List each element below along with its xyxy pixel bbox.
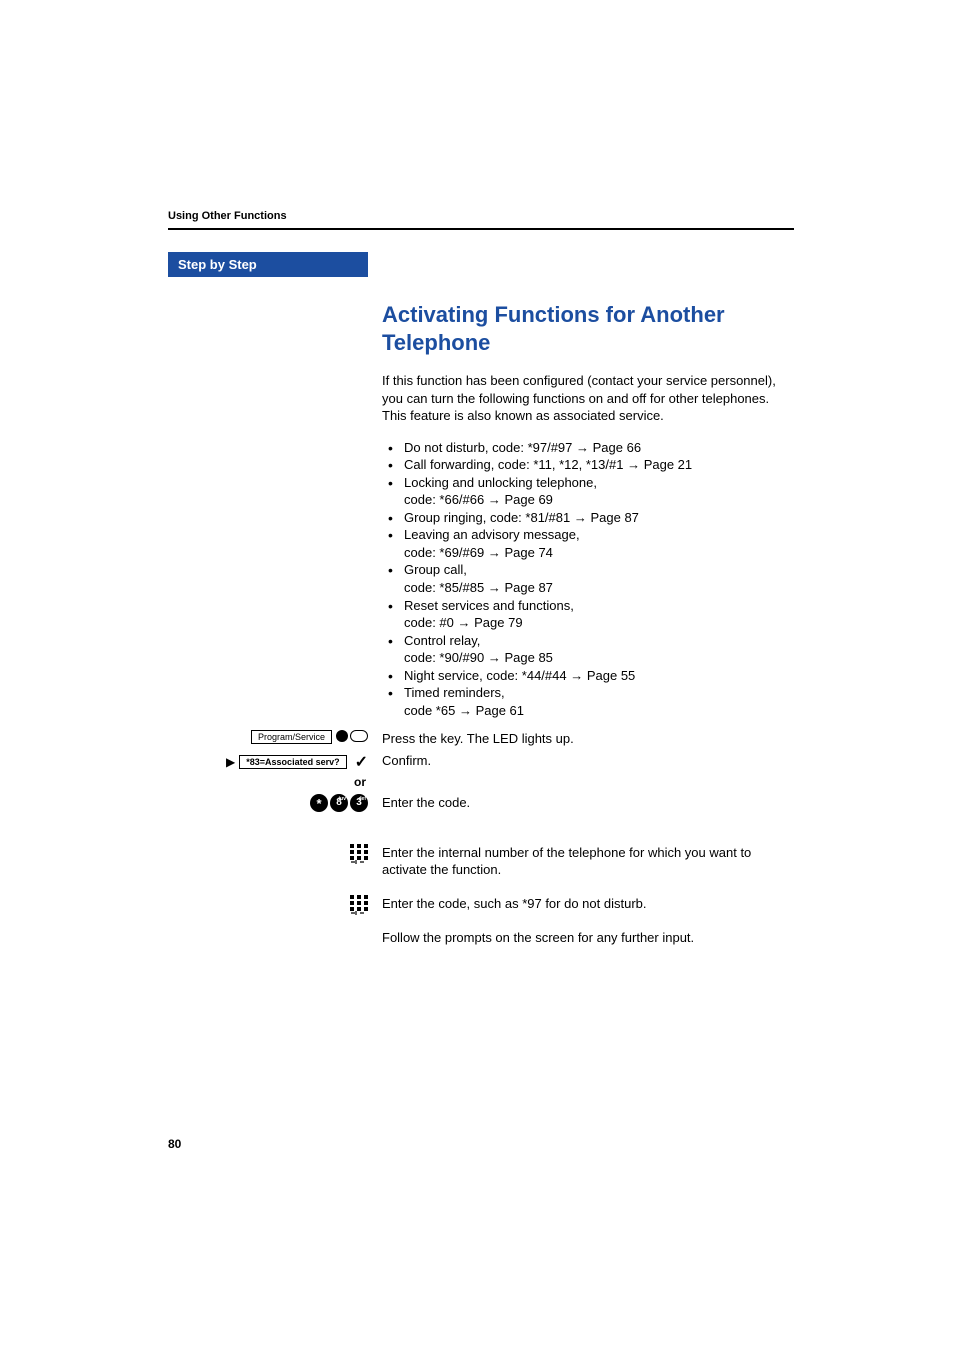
left-column [168,301,368,729]
enter-internal-text: Enter the internal number of the telepho… [382,843,794,879]
feature-item: Leaving an advisory message,code: *69/#6… [404,526,794,561]
page-number: 80 [168,1137,181,1151]
confirm-text: Confirm. [382,751,794,770]
right-column: Activating Functions for Another Telepho… [382,301,794,729]
press-key-text: Press the key. The LED lights up. [382,729,794,748]
feature-item: Reset services and functions,code: #0 → … [404,597,794,632]
intro-paragraph: If this function has been configured (co… [382,372,794,425]
code-keys: * 8tuv 3def [310,794,368,812]
associated-serv-option: *83=Associated serv? [239,755,346,769]
feature-item: Group call,code: *85/#85 → Page 87 [404,561,794,596]
step-by-step-banner: Step by Step [168,252,368,277]
keypad-icon [350,895,368,915]
program-service-key: Program/Service [251,730,332,744]
enter-code-text: Enter the code. [382,793,794,812]
key-3: 3def [350,794,368,812]
key-star: * [310,794,328,812]
key-8: 8tuv [330,794,348,812]
led-icon [336,730,368,742]
enter-func-code-text: Enter the code, such as *97 for do not d… [382,894,794,913]
feature-item: Call forwarding, code: *11, *12, *13/#1 … [404,456,794,474]
page-title: Activating Functions for Another Telepho… [382,301,794,356]
feature-list: Do not disturb, code: *97/#97 → Page 66C… [382,439,794,720]
or-label: or [168,775,368,789]
feature-item: Timed reminders,code *65 → Page 61 [404,684,794,719]
caret-icon: ▶ [226,755,235,769]
feature-item: Control relay,code: *90/#90 → Page 85 [404,632,794,667]
feature-item: Night service, code: *44/#44 → Page 55 [404,667,794,685]
check-icon: ✓ [355,752,368,772]
feature-item: Locking and unlocking telephone,code: *6… [404,474,794,509]
keypad-icon [350,844,368,864]
follow-prompts-text: Follow the prompts on the screen for any… [382,928,794,947]
page-header-section: Using Other Functions [168,210,794,230]
feature-item: Do not disturb, code: *97/#97 → Page 66 [404,439,794,457]
feature-item: Group ringing, code: *81/#81 → Page 87 [404,509,794,527]
